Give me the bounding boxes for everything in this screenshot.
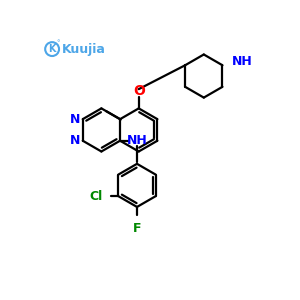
Text: O: O	[133, 84, 145, 98]
Text: N: N	[70, 113, 80, 126]
Text: NH: NH	[127, 134, 147, 147]
Text: K: K	[48, 44, 56, 54]
Text: N: N	[70, 134, 80, 147]
Text: NH: NH	[232, 55, 253, 68]
Text: F: F	[133, 222, 141, 235]
Text: Cl: Cl	[90, 190, 103, 203]
Text: Kuujia: Kuujia	[62, 43, 106, 56]
Text: °: °	[56, 40, 60, 46]
